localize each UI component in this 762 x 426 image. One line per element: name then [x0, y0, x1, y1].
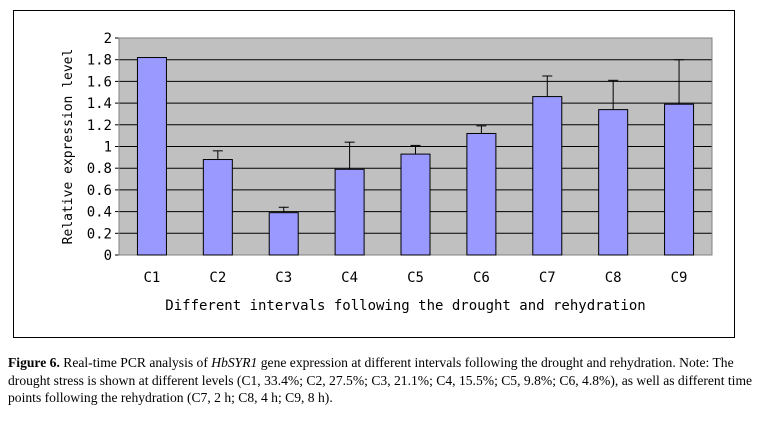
gene-name: HbSYR1	[211, 355, 258, 370]
bar-chart: 0 0.2 0.4 0.6 0.8 1 1.2 1.4 1.6 1.8 2 C1 C2 C3 C4 C5 C6 C…	[61, 31, 713, 314]
x-axis-title: Different intervals following the drough…	[165, 298, 645, 314]
y-tick-label: 0.4	[87, 205, 112, 221]
figure-caption: Figure 6. Real-time PCR analysis of HbSY…	[8, 354, 756, 407]
caption-text-1: Real-time PCR analysis of	[59, 355, 212, 370]
bar-c1	[136, 57, 167, 256]
bar-c7	[532, 96, 563, 256]
x-tick-label: C7	[539, 270, 556, 286]
y-tick-label: 0	[104, 248, 112, 264]
x-tick-label: C2	[209, 270, 226, 286]
bar-c4	[334, 168, 365, 256]
y-tick-label: 1.8	[87, 53, 112, 69]
bar-c2	[202, 159, 233, 256]
x-tick-label: C8	[605, 270, 622, 286]
y-tick-label: 1.2	[87, 118, 112, 134]
y-tick-label: 1.6	[87, 74, 112, 90]
x-tick-label: C3	[275, 270, 292, 286]
y-tick-label: 0.2	[87, 226, 112, 242]
y-axis-title: Relative expression level	[61, 49, 76, 245]
x-tick-label: C5	[407, 270, 424, 286]
chart-frame: 0 0.2 0.4 0.6 0.8 1 1.2 1.4 1.6 1.8 2 C1 C2 C3 C4 C5 C6 C…	[13, 10, 735, 338]
caption-text-2: gene expression at different intervals f…	[8, 355, 753, 405]
bar-c6	[466, 132, 497, 256]
y-tick-label: 0.8	[87, 161, 112, 177]
y-tick-label: 1.4	[87, 96, 112, 112]
x-tick-label: C4	[341, 270, 358, 286]
y-tick-label: 0.6	[87, 183, 112, 199]
bar-c9	[664, 103, 695, 256]
bar-c3	[268, 212, 299, 256]
x-tick-label: C6	[473, 270, 490, 286]
x-tick-label: C1	[144, 270, 161, 286]
figure-label: Figure 6.	[8, 355, 60, 370]
x-tick-label: C9	[671, 270, 688, 286]
bar-c8	[598, 109, 629, 256]
bar-c5	[400, 153, 431, 256]
y-tick-label: 2	[104, 31, 112, 47]
y-tick-label: 1	[104, 140, 112, 156]
